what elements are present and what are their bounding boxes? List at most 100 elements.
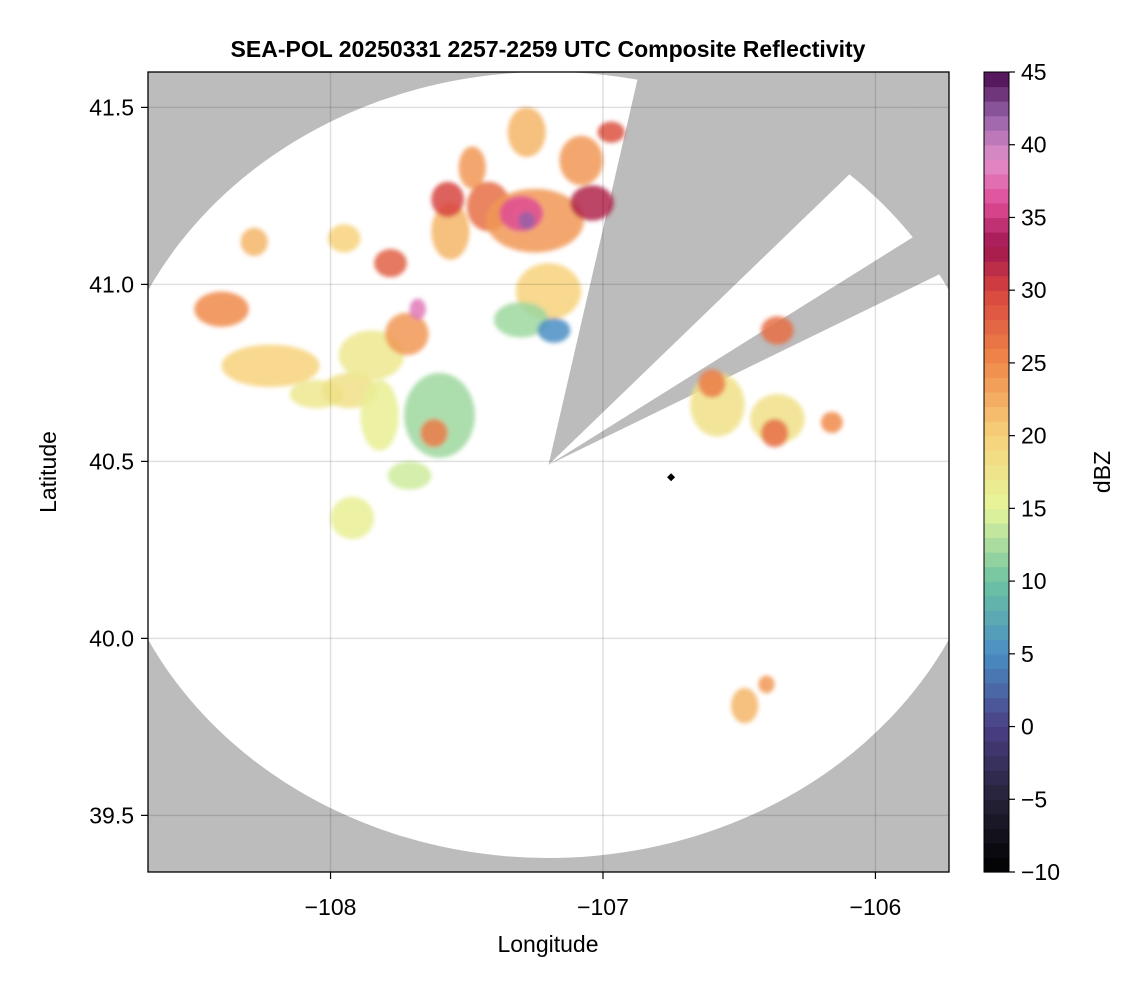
colorbar-band bbox=[984, 436, 1009, 451]
echo-cell bbox=[420, 419, 447, 447]
echo-cell bbox=[821, 412, 843, 433]
echo-cell bbox=[731, 688, 758, 723]
colorbar-tick-label: 15 bbox=[1021, 495, 1047, 521]
colorbar-label: dBZ bbox=[1089, 451, 1115, 493]
chart-title: SEA-POL 20250331 2257-2259 UTC Composite… bbox=[231, 36, 866, 62]
colorbar-band bbox=[984, 523, 1009, 538]
colorbar-tick-label: 10 bbox=[1021, 568, 1047, 594]
colorbar-band bbox=[984, 334, 1009, 349]
colorbar-band bbox=[984, 276, 1009, 291]
echo-cell bbox=[598, 122, 625, 143]
colorbar-band bbox=[984, 668, 1009, 683]
colorbar-band bbox=[984, 741, 1009, 756]
echo-cell bbox=[241, 228, 268, 256]
x-tick-label: −108 bbox=[305, 894, 357, 920]
colorbar-band bbox=[984, 843, 1009, 858]
echo-cell bbox=[361, 380, 399, 451]
colorbar-band bbox=[984, 450, 1009, 465]
colorbar-band bbox=[984, 596, 1009, 611]
colorbar-band bbox=[984, 625, 1009, 640]
echo-cell bbox=[328, 224, 361, 252]
colorbar-band bbox=[984, 727, 1009, 742]
colorbar-band bbox=[984, 799, 1009, 814]
colorbar: −10 −5 0 5 10 15 20 25 30 35 40 45 dBZ bbox=[984, 59, 1115, 885]
colorbar-tick-label: 30 bbox=[1021, 277, 1047, 303]
colorbar-band bbox=[984, 508, 1009, 523]
colorbar-band bbox=[984, 828, 1009, 843]
y-axis: 39.540.040.541.041.5 bbox=[89, 94, 148, 828]
colorbar-band bbox=[984, 697, 1009, 712]
colorbar-band bbox=[984, 87, 1009, 102]
colorbar-band bbox=[984, 421, 1009, 436]
y-tick-label: 40.5 bbox=[89, 448, 134, 474]
colorbar-bands bbox=[984, 72, 1009, 873]
echo-cell bbox=[570, 185, 614, 220]
colorbar-band bbox=[984, 130, 1009, 145]
y-tick-label: 41.0 bbox=[89, 271, 134, 297]
y-axis-label: Latitude bbox=[35, 431, 61, 513]
colorbar-tick-label: 40 bbox=[1021, 132, 1047, 158]
y-tick-label: 39.5 bbox=[89, 802, 134, 828]
colorbar-band bbox=[984, 305, 1009, 320]
colorbar-band bbox=[984, 581, 1009, 596]
colorbar-band bbox=[984, 756, 1009, 771]
colorbar-band bbox=[984, 407, 1009, 422]
colorbar-tick-label: 5 bbox=[1021, 641, 1034, 667]
colorbar-band bbox=[984, 814, 1009, 829]
colorbar-band bbox=[984, 217, 1009, 232]
colorbar-band bbox=[984, 116, 1009, 131]
colorbar-band bbox=[984, 261, 1009, 276]
colorbar-band bbox=[984, 377, 1009, 392]
echo-cell bbox=[698, 369, 725, 397]
colorbar-band bbox=[984, 203, 1009, 218]
echo-cell bbox=[385, 313, 429, 355]
colorbar-band bbox=[984, 857, 1009, 872]
colorbar-band bbox=[984, 145, 1009, 160]
colorbar-band bbox=[984, 247, 1009, 262]
colorbar-band bbox=[984, 290, 1009, 305]
echo-cell bbox=[222, 345, 320, 387]
colorbar-band bbox=[984, 639, 1009, 654]
x-axis: −108 −107 −106 bbox=[305, 872, 902, 920]
x-tick-label: −106 bbox=[850, 894, 902, 920]
colorbar-tick-label: 25 bbox=[1021, 350, 1047, 376]
echo-cell bbox=[459, 146, 486, 188]
echo-cell bbox=[431, 182, 464, 217]
colorbar-band bbox=[984, 465, 1009, 480]
colorbar-tick-label: −10 bbox=[1021, 859, 1060, 885]
colorbar-tick-label: 45 bbox=[1021, 59, 1047, 85]
echo-cell bbox=[559, 136, 603, 186]
colorbar-band bbox=[984, 392, 1009, 407]
colorbar-band bbox=[984, 479, 1009, 494]
echo-cell bbox=[410, 299, 426, 320]
echo-cell bbox=[758, 676, 774, 694]
colorbar-band bbox=[984, 319, 1009, 334]
y-tick-label: 40.0 bbox=[89, 625, 134, 651]
echo-cell bbox=[519, 212, 535, 230]
echo-cell bbox=[508, 107, 546, 157]
colorbar-band bbox=[984, 610, 1009, 625]
echo-cell bbox=[388, 461, 432, 489]
colorbar-band bbox=[984, 72, 1009, 87]
colorbar-band bbox=[984, 785, 1009, 800]
colorbar-band bbox=[984, 348, 1009, 363]
colorbar-band bbox=[984, 552, 1009, 567]
colorbar-tick-label: −5 bbox=[1021, 786, 1047, 812]
colorbar-tick-label: 0 bbox=[1021, 714, 1034, 740]
colorbar-band bbox=[984, 232, 1009, 247]
colorbar-band bbox=[984, 188, 1009, 203]
echo-cell bbox=[194, 291, 248, 326]
colorbar-band bbox=[984, 494, 1009, 509]
colorbar-band bbox=[984, 101, 1009, 116]
colorbar-band bbox=[984, 159, 1009, 174]
colorbar-tick-label: 35 bbox=[1021, 204, 1047, 230]
echo-cell bbox=[331, 497, 375, 539]
echo-cell bbox=[374, 249, 407, 277]
echo-cell bbox=[538, 318, 571, 343]
colorbar-tick-label: 20 bbox=[1021, 423, 1047, 449]
x-tick-label: −107 bbox=[577, 894, 629, 920]
echo-cell bbox=[761, 316, 794, 344]
colorbar-band bbox=[984, 537, 1009, 552]
